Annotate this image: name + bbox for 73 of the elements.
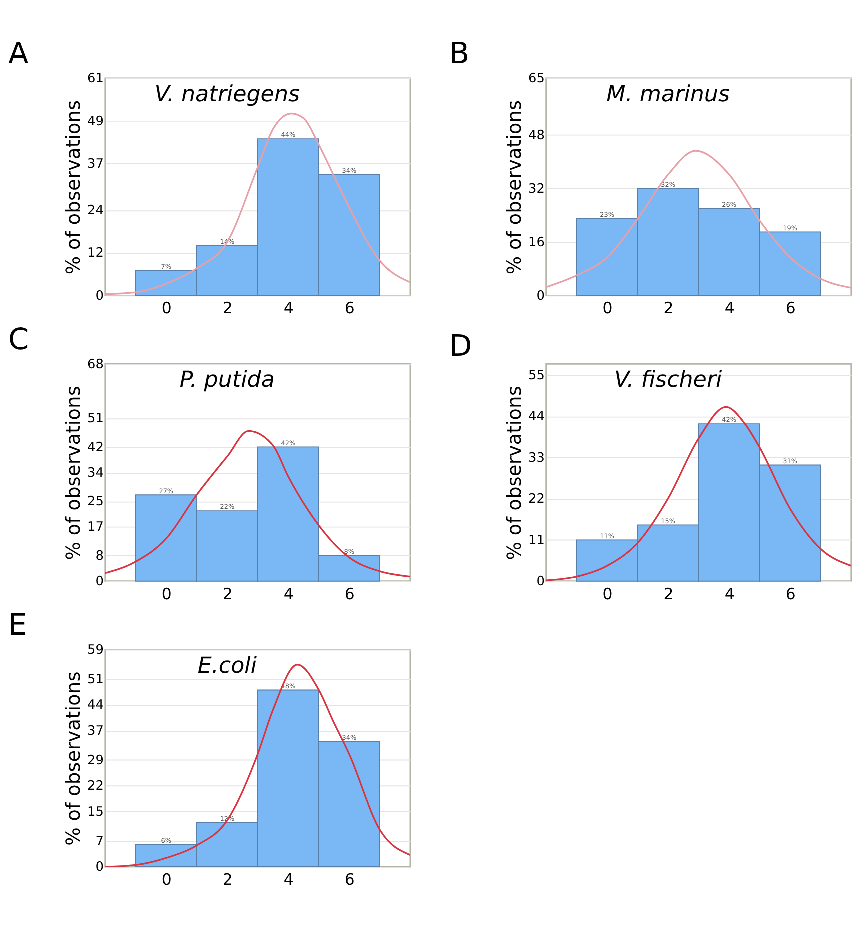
y-tick-label: 34 — [88, 466, 104, 481]
x-tick-label: 2 — [664, 298, 674, 318]
y-tick-label: 33 — [528, 450, 545, 466]
chart-title: B — [449, 36, 470, 71]
y-tick-label: 22 — [528, 492, 545, 508]
y-tick-label: 44 — [528, 410, 545, 425]
y-axis-title: % of observations — [62, 100, 86, 275]
y-tick-label: 0 — [536, 574, 545, 590]
y-tick-label: 16 — [528, 235, 545, 250]
y-tick-label: 0 — [96, 860, 104, 876]
line-series — [105, 112, 410, 296]
y-tick-label: 8 — [96, 548, 104, 564]
y-tick-label: 44 — [88, 698, 104, 714]
y-tick-label: 0 — [536, 288, 545, 304]
annotation: P. putida — [180, 367, 275, 394]
line-series — [105, 430, 410, 578]
x-tick-label: 4 — [284, 298, 294, 318]
x-tick-label: 6 — [786, 584, 796, 604]
y-axis-title: % of observations — [503, 386, 526, 560]
chart-title: D — [449, 328, 472, 363]
y-tick-label: 68 — [88, 357, 104, 372]
y-tick-label: 65 — [528, 72, 545, 87]
y-tick-label: 15 — [88, 804, 104, 820]
x-tick-label: 0 — [162, 584, 172, 604]
x-tick-label: 6 — [344, 584, 355, 604]
x-tick-label: 6 — [786, 298, 796, 318]
annotation: V. natriegens — [154, 82, 300, 108]
y-tick-label: 22 — [88, 779, 104, 794]
x-tick-label: 0 — [162, 298, 172, 318]
y-tick-label: 29 — [88, 753, 104, 768]
y-tick-label: 7 — [96, 834, 104, 850]
chart-title: A — [8, 36, 29, 71]
y-tick-label: 37 — [88, 724, 104, 739]
y-tick-label: 24 — [88, 203, 104, 218]
y-tick-label: 25 — [88, 494, 104, 510]
x-tick-label: 2 — [222, 298, 233, 318]
x-tick-label: 0 — [162, 870, 172, 890]
y-tick-label: 42 — [88, 440, 104, 456]
x-tick-label: 4 — [724, 298, 735, 318]
y-tick-label: 0 — [96, 574, 104, 590]
y-tick-label: 0 — [96, 288, 104, 304]
y-tick-label: 17 — [88, 520, 104, 536]
y-tick-label: 12 — [88, 246, 104, 262]
y-tick-label: 61 — [88, 72, 104, 87]
x-tick-label: 0 — [602, 298, 613, 318]
annotation: E.coli — [198, 652, 258, 679]
y-tick-label: 11 — [528, 533, 545, 548]
annotation: V. fischeri — [614, 367, 724, 394]
x-tick-label: 4 — [284, 870, 294, 890]
x-tick-label: 4 — [724, 584, 735, 604]
y-tick-label: 51 — [88, 412, 104, 427]
x-tick-label: 6 — [344, 298, 355, 318]
x-tick-label: 2 — [222, 584, 233, 604]
y-axis-title: % of observations — [62, 386, 86, 560]
y-tick-label: 51 — [88, 672, 104, 688]
y-axis-title: % of observations — [503, 100, 526, 275]
y-tick-label: 55 — [528, 368, 545, 384]
y-axis-title: % of observations — [62, 672, 86, 846]
line-series — [546, 150, 852, 289]
chart-title: C — [8, 322, 30, 356]
x-tick-label: 2 — [664, 584, 674, 604]
x-tick-label: 4 — [284, 584, 294, 604]
chart-title: E — [8, 608, 28, 642]
y-tick-label: 49 — [88, 114, 104, 130]
annotation: M. marinus — [606, 82, 730, 108]
y-tick-label: 37 — [88, 157, 104, 172]
line-series — [546, 406, 852, 582]
y-tick-label: 59 — [88, 642, 104, 658]
x-tick-label: 6 — [344, 870, 355, 890]
x-tick-label: 0 — [602, 584, 613, 604]
y-tick-label: 32 — [528, 182, 545, 197]
y-tick-label: 48 — [528, 128, 545, 144]
x-tick-label: 2 — [222, 870, 233, 890]
